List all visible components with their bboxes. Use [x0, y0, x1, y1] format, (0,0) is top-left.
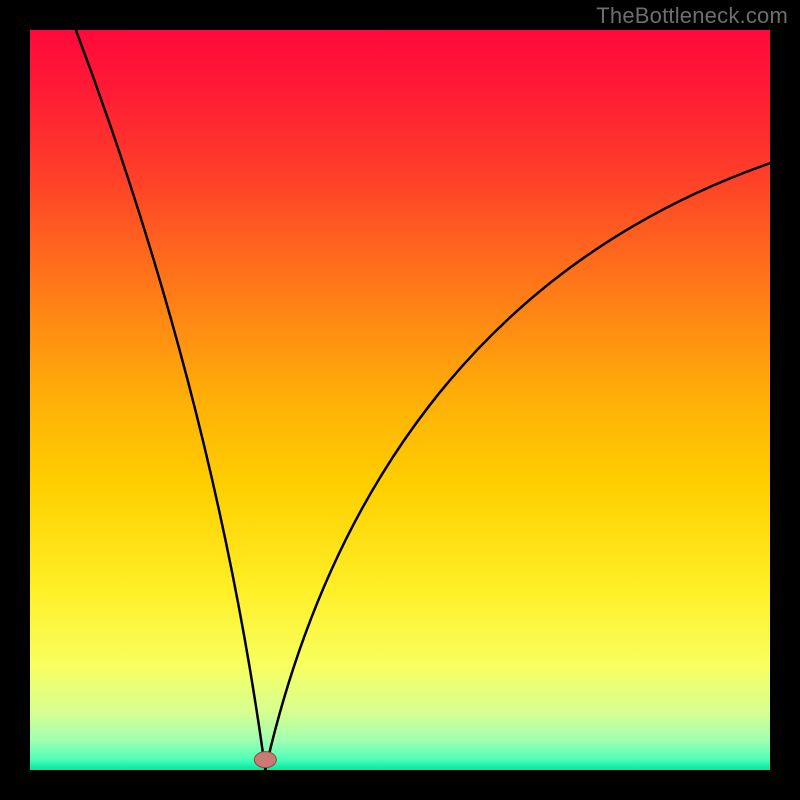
chart-canvas — [0, 0, 800, 800]
watermark-text: TheBottleneck.com — [596, 3, 788, 29]
plot-area — [30, 30, 770, 770]
chart-svg — [0, 0, 800, 800]
apex-marker — [254, 752, 276, 768]
